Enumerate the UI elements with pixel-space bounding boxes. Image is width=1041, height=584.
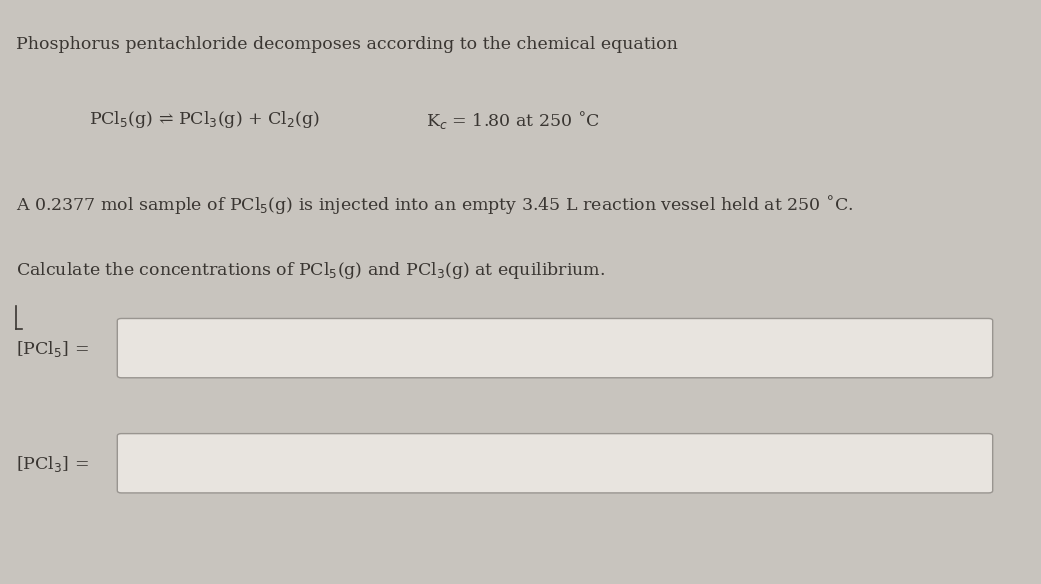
Text: Phosphorus pentachloride decomposes according to the chemical equation: Phosphorus pentachloride decomposes acco…: [16, 36, 678, 53]
Text: [PCl$_5$] =: [PCl$_5$] =: [16, 339, 88, 359]
Text: PCl$_5$(g) ⇌ PCl$_3$(g) + Cl$_2$(g): PCl$_5$(g) ⇌ PCl$_3$(g) + Cl$_2$(g): [88, 109, 320, 130]
Text: A 0.2377 mol sample of PCl$_5$(g) is injected into an empty 3.45 L reaction vess: A 0.2377 mol sample of PCl$_5$(g) is inj…: [16, 193, 854, 216]
FancyBboxPatch shape: [118, 433, 993, 493]
Text: [PCl$_3$] =: [PCl$_3$] =: [16, 454, 88, 474]
Text: K$_c$ = 1.80 at 250 ˚C: K$_c$ = 1.80 at 250 ˚C: [426, 109, 600, 131]
Text: Calculate the concentrations of PCl$_5$(g) and PCl$_3$(g) at equilibrium.: Calculate the concentrations of PCl$_5$(…: [16, 260, 605, 281]
FancyBboxPatch shape: [118, 318, 993, 378]
